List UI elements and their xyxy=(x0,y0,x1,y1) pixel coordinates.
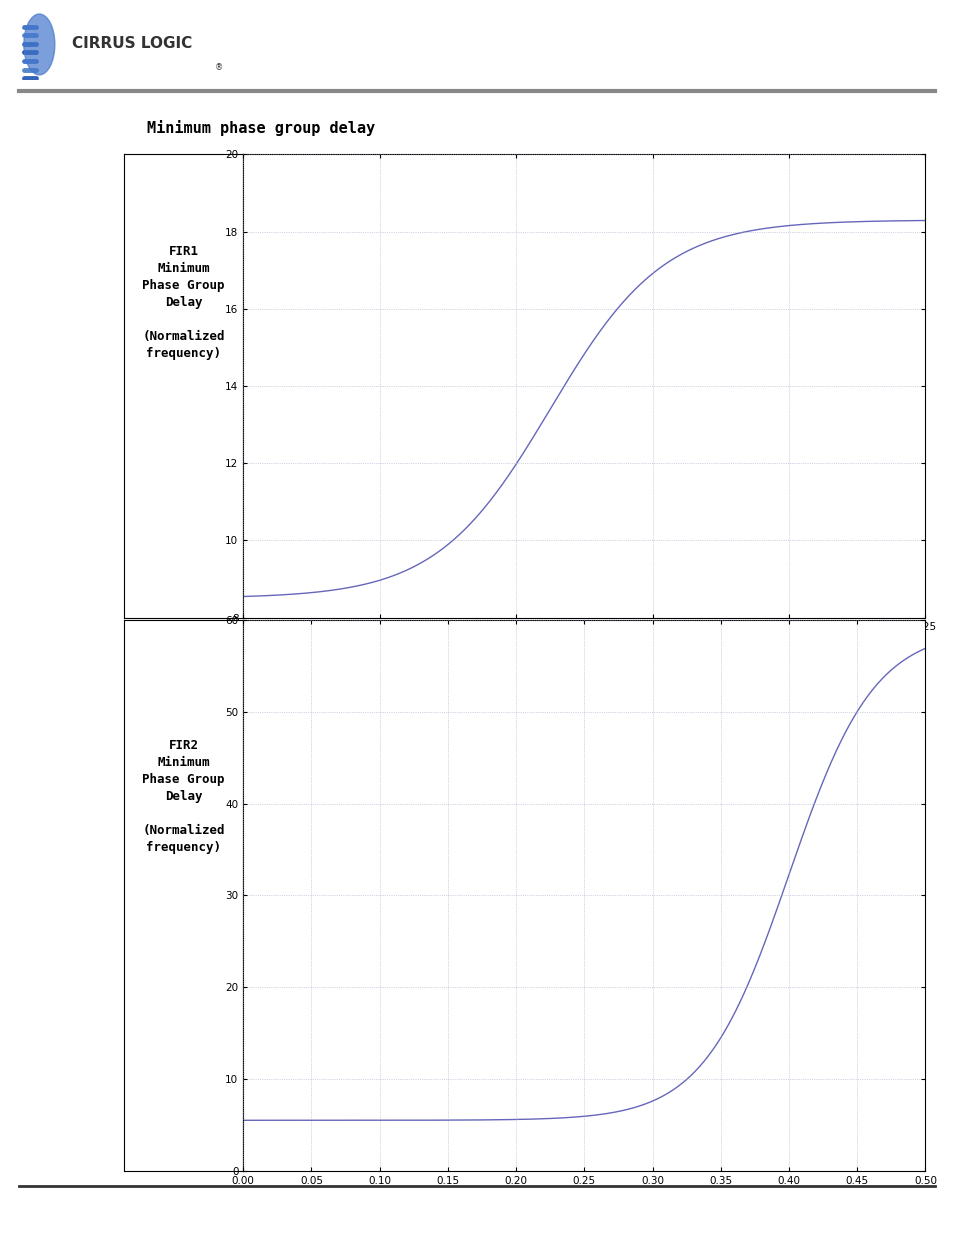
Text: FIR1
Minimum
Phase Group
Delay

(Normalized
frequency): FIR1 Minimum Phase Group Delay (Normaliz… xyxy=(142,245,225,361)
Text: FIR2
Minimum
Phase Group
Delay

(Normalized
frequency): FIR2 Minimum Phase Group Delay (Normaliz… xyxy=(142,739,225,853)
Text: ®: ® xyxy=(214,63,223,72)
Ellipse shape xyxy=(24,14,55,75)
Text: Minimum phase group delay: Minimum phase group delay xyxy=(147,121,375,136)
Text: CIRRUS LOGIC: CIRRUS LOGIC xyxy=(71,36,192,51)
